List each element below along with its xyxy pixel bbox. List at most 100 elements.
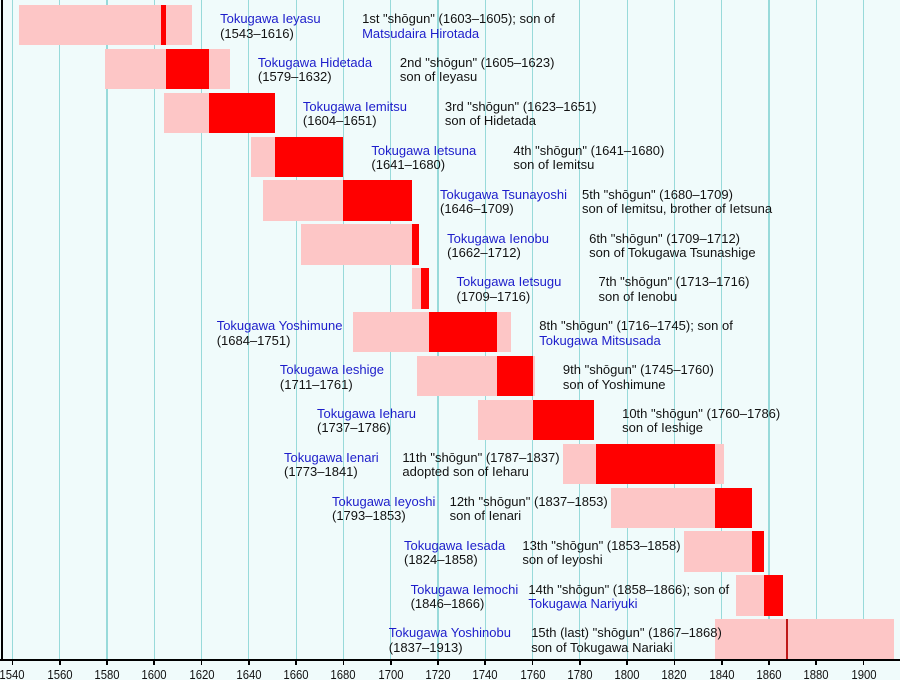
shogun-name[interactable]: Tokugawa Iemitsu bbox=[302, 98, 407, 114]
shogun-lifespan-years: (1837–1913) bbox=[388, 639, 463, 655]
shogun-label-5: Tokugawa Tsunayoshi (1646–1709) bbox=[440, 186, 567, 217]
shogun-name[interactable]: Tokugawa Ieyoshi bbox=[332, 493, 436, 509]
reign-bar-9 bbox=[497, 355, 533, 397]
shogun-name[interactable]: Tokugawa Yoshimune bbox=[216, 318, 343, 334]
shogun-reign-note: 6th "shōgun" (1709–1712) bbox=[589, 230, 740, 246]
shogun-desc-3: 3rd "shōgun" (1623–1651) son of Hidetada bbox=[444, 99, 597, 129]
shogun-name[interactable]: Tokugawa Hidetada bbox=[257, 55, 373, 71]
shogun-name[interactable]: Tokugawa Ietsuna bbox=[371, 142, 477, 158]
shogun-desc-5: 5th "shōgun" (1680–1709) son of Iemitsu, … bbox=[582, 187, 772, 217]
shogun-desc-12: 12th "shōgun" (1837–1853) son of Ienari bbox=[450, 494, 608, 524]
life-bar-15 bbox=[714, 619, 895, 660]
shogun-reign-note: 2nd "shōgun" (1605–1623) bbox=[399, 55, 555, 71]
shogun-father-link[interactable]: Tokugawa Nariyuki bbox=[528, 595, 638, 611]
x-tick-1680 bbox=[342, 660, 345, 665]
gridline-1780 bbox=[579, 0, 581, 659]
x-tick-1780 bbox=[578, 660, 581, 665]
gridline-1900 bbox=[862, 0, 865, 659]
x-tick-label-1600: 1600 bbox=[141, 666, 167, 680]
shogun-reign-note: 13th "shōgun" (1853–1858) bbox=[522, 537, 681, 553]
x-tick-label-1580: 1580 bbox=[94, 666, 120, 680]
shogun-desc-2: 2nd "shōgun" (1605–1623) son of Ieyasu bbox=[399, 55, 555, 85]
x-tick-1580 bbox=[106, 660, 108, 665]
shogun-lifespan-years: (1711–1761) bbox=[279, 376, 353, 392]
x-tick-label-1660: 1660 bbox=[283, 666, 309, 680]
reign-bar-14 bbox=[764, 575, 784, 616]
x-tick-1880 bbox=[815, 660, 818, 665]
x-tick-label-1620: 1620 bbox=[188, 666, 215, 680]
reign-bar-15 bbox=[785, 619, 788, 660]
shogun-father-note: son of Hidetada bbox=[444, 113, 536, 129]
shogun-lifespan-years: (1737–1786) bbox=[317, 420, 391, 436]
life-bar-6 bbox=[300, 224, 420, 265]
reign-bar-2 bbox=[166, 48, 209, 90]
reign-bar-7 bbox=[421, 268, 429, 309]
shogun-desc-10: 10th "shōgun" (1760–1786) son of Ieshige bbox=[622, 406, 780, 436]
life-bar-1 bbox=[19, 5, 193, 46]
shogun-lifespan-years: (1793–1853) bbox=[332, 508, 406, 524]
shogun-desc-14: 14th "shōgun" (1858–1866); son of Tokugaw… bbox=[528, 581, 730, 612]
shogun-lifespan-years: (1543–1616) bbox=[220, 25, 294, 41]
shogun-desc-13: 13th "shōgun" (1853–1858) son of Ieyoshi bbox=[522, 537, 681, 568]
shogun-name[interactable]: Tokugawa Ienobu bbox=[447, 230, 550, 246]
shogun-lifespan-years: (1646–1709) bbox=[440, 201, 514, 217]
shogun-label-10: Tokugawa Ieharu (1737–1786) bbox=[317, 406, 417, 436]
shogun-desc-4: 4th "shōgun" (1641–1680) son of Iemitsu bbox=[513, 142, 665, 173]
shogun-label-6: Tokugawa Ienobu (1662–1712) bbox=[447, 230, 550, 261]
shogun-father-link[interactable]: Tokugawa Mitsusada bbox=[539, 332, 661, 348]
y-axis-line bbox=[1, 0, 3, 661]
reign-bar-13 bbox=[752, 531, 765, 572]
x-tick-label-1820: 1820 bbox=[661, 666, 687, 680]
reign-bar-3 bbox=[208, 92, 275, 134]
shogun-label-12: Tokugawa Ieyoshi (1793–1853) bbox=[332, 493, 436, 524]
shogun-lifespan-years: (1662–1712) bbox=[447, 244, 521, 260]
shogun-name[interactable]: Tokugawa Ienari bbox=[284, 449, 379, 465]
gridline-1840 bbox=[721, 0, 723, 659]
shogun-name[interactable]: Tokugawa Iesada bbox=[404, 537, 506, 553]
x-tick-label-1640: 1640 bbox=[236, 666, 262, 680]
shogun-father-note: son of Ieyoshi bbox=[522, 552, 603, 568]
shogun-lifespan-years: (1579–1632) bbox=[257, 69, 332, 85]
shogun-label-3: Tokugawa Iemitsu (1604–1651) bbox=[302, 98, 407, 129]
shogun-reign-note: 4th "shōgun" (1641–1680) bbox=[513, 142, 665, 158]
shogun-reign-note: 7th "shōgun" (1713–1716) bbox=[598, 274, 750, 290]
shogun-name[interactable]: Tokugawa Iemochi bbox=[410, 581, 519, 597]
shogun-name[interactable]: Tokugawa Ietsugu bbox=[456, 274, 562, 290]
reign-bar-6 bbox=[411, 224, 420, 265]
shogun-reign-note: 14th "shōgun" (1858–1866); son of bbox=[528, 581, 730, 597]
shogun-name[interactable]: Tokugawa Yoshinobu bbox=[388, 625, 511, 641]
x-tick-1700 bbox=[389, 660, 392, 665]
shogun-father-note: son of Ieshige bbox=[622, 420, 704, 436]
shogun-father-note: son of Tokugawa Nariaki bbox=[531, 639, 673, 655]
x-tick-1860 bbox=[768, 660, 770, 665]
shogun-lifespan-years: (1684–1751) bbox=[216, 332, 291, 348]
shogun-father-note: son of Iemitsu bbox=[513, 157, 595, 173]
shogun-name[interactable]: Tokugawa Ieharu bbox=[317, 406, 417, 422]
shogun-name[interactable]: Tokugawa Ieshige bbox=[279, 362, 384, 378]
x-tick-label-1560: 1560 bbox=[47, 666, 73, 680]
shogun-desc-6: 6th "shōgun" (1709–1712) son of Tokugawa … bbox=[589, 230, 755, 261]
shogun-reign-note: 11th "shōgun" (1787–1837) bbox=[402, 449, 560, 465]
x-tick-1900 bbox=[862, 660, 865, 665]
shogun-label-14: Tokugawa Iemochi (1846–1866) bbox=[410, 581, 519, 612]
shogun-father-link[interactable]: Matsudaira Hirotada bbox=[362, 25, 480, 41]
x-tick-1760 bbox=[531, 660, 534, 665]
shogun-lifespan-years: (1773–1841) bbox=[284, 464, 358, 480]
x-tick-1840 bbox=[720, 660, 723, 665]
reign-bar-12 bbox=[714, 487, 753, 528]
x-tick-1600 bbox=[153, 660, 156, 665]
shogun-lifespan-years: (1846–1866) bbox=[410, 595, 485, 611]
reign-bar-4 bbox=[274, 136, 344, 177]
shogun-label-11: Tokugawa Ienari (1773–1841) bbox=[284, 449, 379, 480]
gridline-1580 bbox=[106, 0, 108, 659]
shogun-label-1: Tokugawa Ieyasu (1543–1616) bbox=[220, 11, 321, 41]
shogun-label-13: Tokugawa Iesada (1824–1858) bbox=[404, 537, 506, 568]
x-tick-label-1740: 1740 bbox=[472, 666, 498, 680]
shogun-lifespan-years: (1824–1858) bbox=[404, 552, 478, 568]
shogun-lifespan-years: (1641–1680) bbox=[371, 157, 446, 173]
x-tick-label-1860: 1860 bbox=[756, 666, 782, 680]
shogun-name[interactable]: Tokugawa Tsunayoshi bbox=[440, 186, 567, 202]
shogun-name[interactable]: Tokugawa Ieyasu bbox=[220, 11, 321, 27]
shogun-label-9: Tokugawa Ieshige (1711–1761) bbox=[279, 362, 384, 392]
gridline-1600 bbox=[153, 0, 155, 659]
